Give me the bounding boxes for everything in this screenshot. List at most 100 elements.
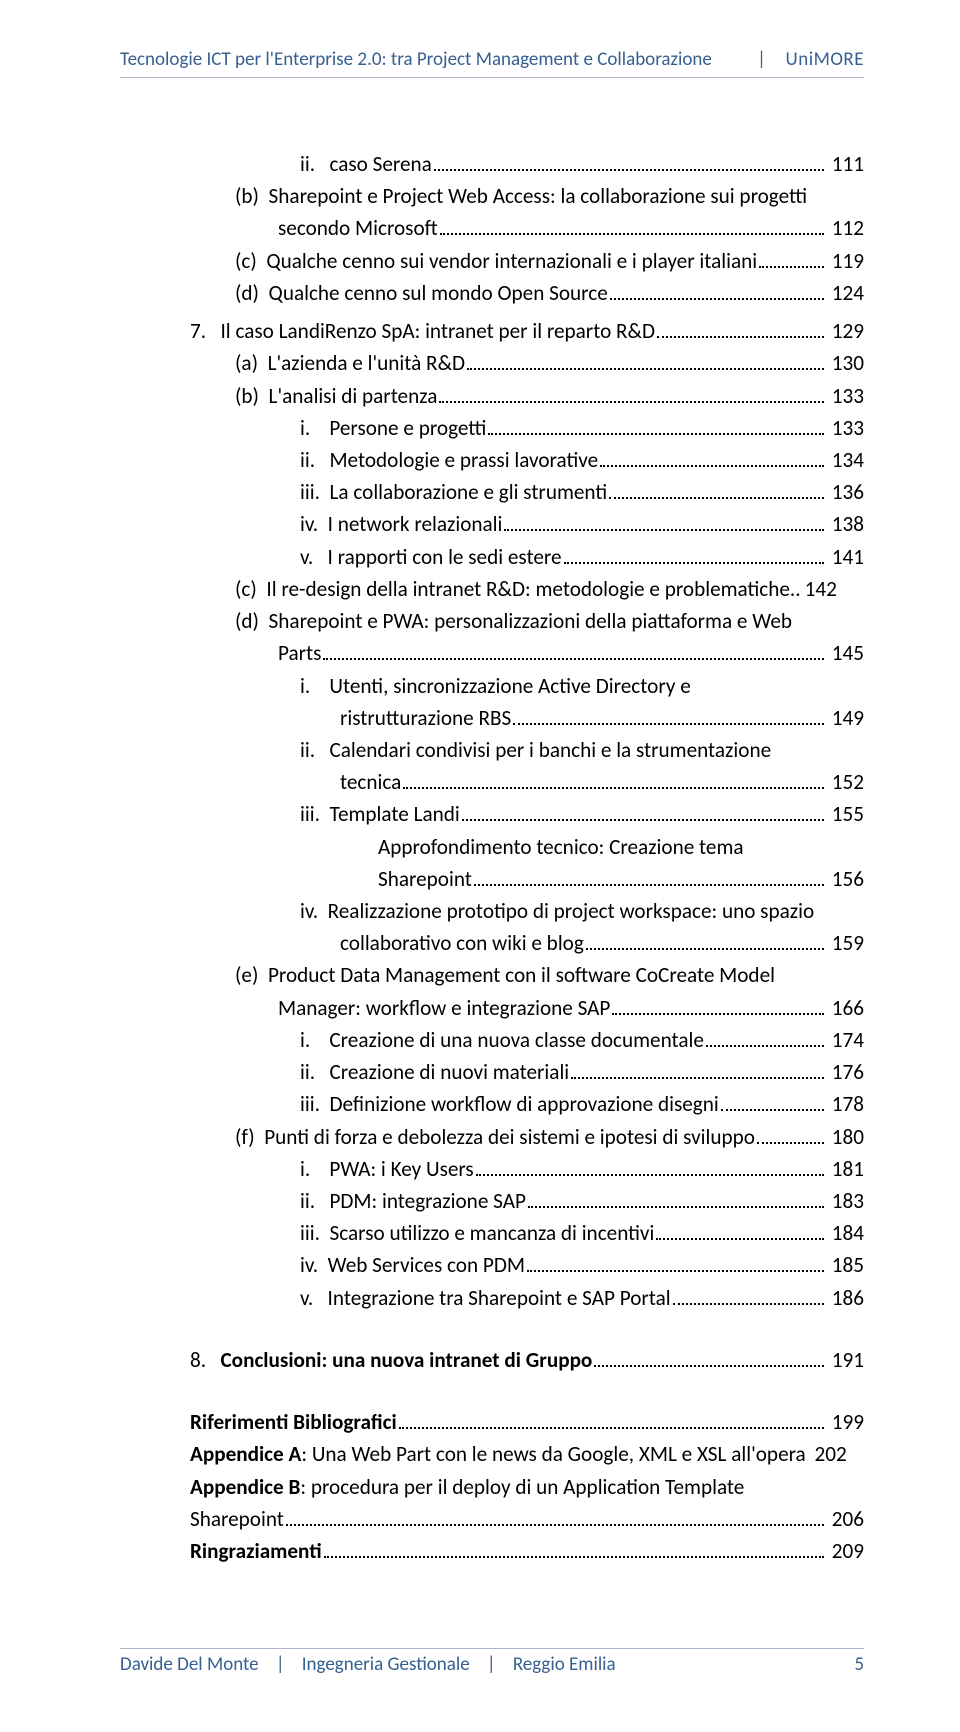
toc-entry-label: collaborativo con wiki e blog [340, 927, 584, 959]
toc-entry: Parts145 [120, 637, 864, 669]
toc-entry: Appendice B: procedura per il deploy di … [120, 1471, 864, 1503]
footer-divider: | [276, 1653, 285, 1676]
toc-entry-label: v. Integrazione tra Sharepoint e SAP Por… [300, 1282, 671, 1314]
toc-entry-page: 180 [828, 1121, 864, 1153]
toc-entry-label: iii. Definizione workflow di approvazion… [300, 1088, 719, 1120]
toc-entry: Riferimenti Bibliografici199 [120, 1406, 864, 1438]
toc-entry-label: ii. PDM: integrazione SAP [300, 1185, 526, 1217]
toc-entry: iii. Template Landi 155 [120, 798, 864, 830]
toc-entry-page: 155 [828, 798, 864, 830]
toc-entry-page: 133 [828, 380, 864, 412]
toc-entry-label: i. PWA: i Key Users [300, 1153, 474, 1185]
toc-leader-dots [673, 1286, 824, 1305]
header-right-text: UniMORE [786, 48, 864, 71]
toc-entry: (a) L'azienda e l'unità R&D130 [120, 347, 864, 379]
toc-entry-page: 183 [828, 1185, 864, 1217]
toc-entry: (b) Sharepoint e Project Web Access: la … [120, 180, 864, 212]
header-title: Tecnologie ICT per l'Enterprise 2.0: tra… [120, 48, 712, 71]
toc-entry-label: tecnica [340, 766, 401, 798]
toc-leader-dots [467, 351, 824, 370]
toc-entry: ii. caso Serena111 [120, 148, 864, 180]
toc-entry: tecnica152 [120, 766, 864, 798]
toc-leader-dots [528, 1189, 824, 1208]
toc-leader-dots [527, 1253, 824, 1272]
toc-entry-label: ii. Creazione di nuovi materiali [300, 1056, 569, 1088]
toc-leader-dots [657, 319, 824, 338]
toc-entry-page: 149 [828, 702, 864, 734]
toc-entry-page: 156 [828, 863, 864, 895]
toc-entry: 7. Il caso LandiRenzo SpA: intranet per … [120, 315, 864, 347]
toc-leader-dots [476, 1157, 824, 1176]
toc-leader-dots [586, 931, 824, 950]
toc-leader-dots [399, 1410, 824, 1429]
toc-leader-dots [513, 706, 824, 725]
toc-entry-label: 8. Conclusioni: una nuova intranet di Gr… [190, 1344, 592, 1376]
toc-entry: collaborativo con wiki e blog 159 [120, 927, 864, 959]
toc-entry-label: iii. Template Landi [300, 798, 460, 830]
toc-leader-dots [612, 996, 823, 1015]
toc-entry: v. Integrazione tra Sharepoint e SAP Por… [120, 1282, 864, 1314]
toc-entry-page: 202 [811, 1438, 847, 1470]
toc-entry-label: (b) L'analisi di partenza [235, 380, 437, 412]
toc-entry: (e) Product Data Management con il softw… [120, 959, 864, 991]
page-footer: Davide Del Monte | Ingegneria Gestionale… [120, 1648, 864, 1676]
toc-entry: v. I rapporti con le sedi estere141 [120, 541, 864, 573]
toc-entry-page: 176 [828, 1056, 864, 1088]
toc-entry-label: ii. Calendari condivisi per i banchi e l… [300, 734, 771, 766]
toc-entry: ristrutturazione RBS149 [120, 702, 864, 734]
toc-entry-page: 206 [828, 1503, 864, 1535]
toc-leader-dots [656, 1221, 823, 1240]
toc-entry-page: 119 [828, 245, 864, 277]
toc-entry-label: ii. Metodologie e prassi lavorative [300, 444, 598, 476]
footer-author: Davide Del Monte [120, 1653, 259, 1676]
toc-entry-page: 129 [828, 315, 864, 347]
toc-leader-dots [324, 1539, 824, 1558]
toc-entry-label: iv. Web Services con PDM [300, 1249, 525, 1281]
toc-entry: (d) Qualche cenno sul mondo Open Source1… [120, 277, 864, 309]
toc-entry: ii. Calendari condivisi per i banchi e l… [120, 734, 864, 766]
toc-entry-page: 159 [828, 927, 864, 959]
toc-entry: ii. Metodologie e prassi lavorative134 [120, 444, 864, 476]
toc-entry-page: 112 [828, 212, 864, 244]
toc-entry: ii. PDM: integrazione SAP 183 [120, 1185, 864, 1217]
toc-spacer [120, 1376, 864, 1406]
toc-entry-label: iii. Scarso utilizzo e mancanza di incen… [300, 1217, 654, 1249]
toc-leader-dots [571, 1060, 824, 1079]
toc-entry: Sharepoint 156 [120, 863, 864, 895]
toc-leader-dots [434, 152, 824, 171]
toc-leader-dots [323, 641, 823, 660]
toc-entry-label: iv. Realizzazione prototipo di project w… [300, 895, 814, 927]
toc-entry-label: Appendice B: procedura per il deploy di … [190, 1471, 744, 1503]
toc-entry-label: (b) Sharepoint e Project Web Access: la … [235, 180, 807, 212]
toc-leader-dots [439, 383, 823, 402]
toc-leader-dots [609, 480, 824, 499]
toc-entry: i. Creazione di una nuova classe documen… [120, 1024, 864, 1056]
toc-spacer [120, 1314, 864, 1344]
toc-entry: Approfondimento tecnico: Creazione tema [120, 831, 864, 863]
toc-entry-label: Ringraziamenti [190, 1535, 322, 1567]
toc-entry-page: 141 [828, 541, 864, 573]
toc-entry-page: 178 [828, 1088, 864, 1120]
toc-leader-dots [488, 416, 823, 435]
toc-entry-label: Sharepoint [378, 863, 472, 895]
document-page: Tecnologie ICT per l'Enterprise 2.0: tra… [0, 0, 960, 1732]
toc-entry: Sharepoint206 [120, 1503, 864, 1535]
toc-entry-page: 184 [828, 1217, 864, 1249]
toc-entry: iv. Realizzazione prototipo di project w… [120, 895, 864, 927]
toc-entry-page: 138 [828, 508, 864, 540]
toc-entry: iii. Definizione workflow di approvazion… [120, 1088, 864, 1120]
toc-leader-dots [594, 1348, 823, 1367]
toc-entry-label: (a) L'azienda e l'unità R&D [235, 347, 465, 379]
toc-entry-label: secondo Microsoft [278, 212, 438, 244]
toc-leader-dots [610, 281, 824, 300]
toc-entry-page: 185 [828, 1249, 864, 1281]
toc-entry-page: 111 [828, 148, 864, 180]
toc-entry-page: 186 [828, 1282, 864, 1314]
toc-entry-label: 7. Il caso LandiRenzo SpA: intranet per … [190, 315, 655, 347]
toc-entry: i. PWA: i Key Users181 [120, 1153, 864, 1185]
toc-entry: (d) Sharepoint e PWA: personalizzazioni … [120, 605, 864, 637]
toc-entry: 8. Conclusioni: una nuova intranet di Gr… [120, 1344, 864, 1376]
toc-entry-page: 133 [828, 412, 864, 444]
toc-entry-page: 166 [828, 992, 864, 1024]
toc-entry: (c) Il re-design della intranet R&D: met… [120, 573, 864, 605]
